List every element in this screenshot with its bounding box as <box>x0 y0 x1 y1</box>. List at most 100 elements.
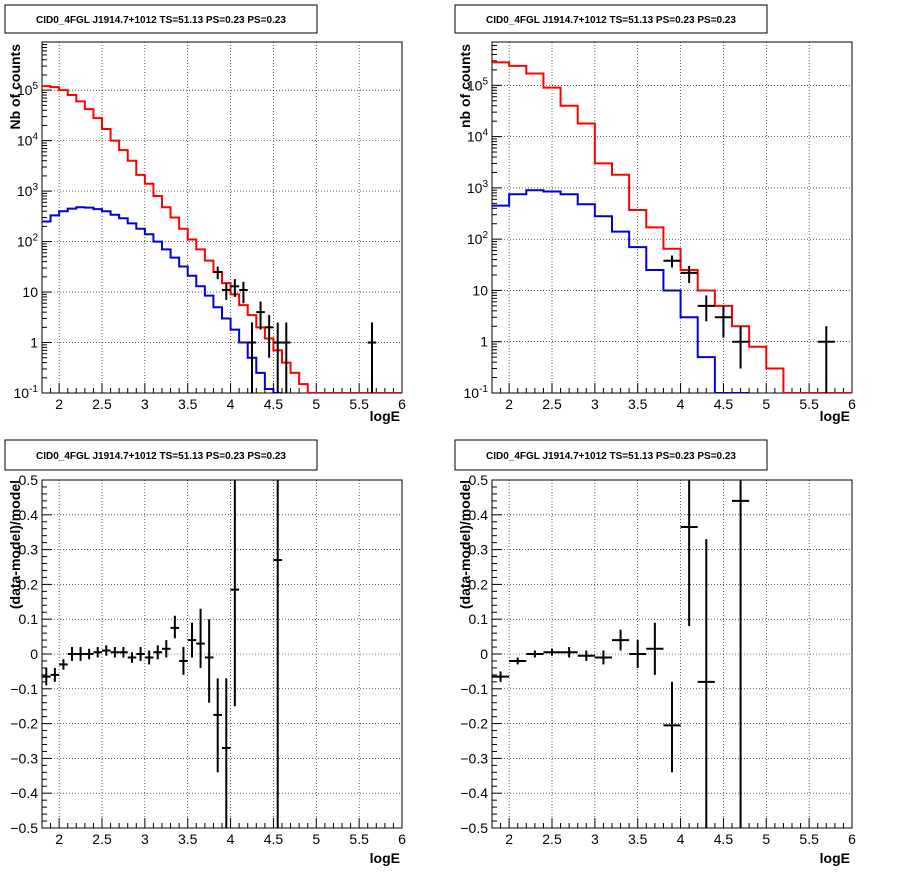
x-tick-label: 3.5 <box>178 396 198 412</box>
y-axis-label: (data-model)/model <box>7 480 23 609</box>
y-tick-label: −0.4 <box>460 785 488 801</box>
y-tick-label: 10-1 <box>14 384 39 401</box>
x-tick-label: 6 <box>398 396 406 412</box>
panel-title: CID0_4FGL J1914.7+1012 TS=51.13 PS=0.23 … <box>36 451 286 462</box>
y-tick-label: 0.4 <box>469 507 489 523</box>
x-tick-label: 2 <box>505 396 513 412</box>
plot-area: 2 2.5 3 3.5 4 4.5 5 5.5 6 −0.5 −0.4 −0.3 −0.2 −0.1 0 0.… <box>10 472 406 847</box>
y-tick-label: 0.5 <box>19 472 39 488</box>
y-tick-label: 102 <box>17 233 39 250</box>
series-layer <box>42 480 282 828</box>
x-tick-label: 4 <box>227 396 235 412</box>
y-tick-label: 0 <box>30 646 38 662</box>
x-axis-label: logE <box>820 850 850 866</box>
series-0-step-line <box>492 61 852 393</box>
x-tick-label: 3 <box>591 396 599 412</box>
x-tick-label: 2.5 <box>92 831 112 847</box>
y-tick-label: −0.3 <box>10 750 38 766</box>
y-tick-label: 0.3 <box>19 542 39 558</box>
panel-title: CID0_4FGL J1914.7+1012 TS=51.13 PS=0.23 … <box>36 15 286 26</box>
x-tick-label: 5.5 <box>799 396 819 412</box>
x-tick-label: 5.5 <box>349 396 369 412</box>
x-tick-label: 5.5 <box>349 831 369 847</box>
y-tick-label: 104 <box>17 132 39 149</box>
y-tick-label: −0.2 <box>10 716 38 732</box>
x-tick-label: 5 <box>312 396 320 412</box>
panel-title: CID0_4FGL J1914.7+1012 TS=51.13 PS=0.23 … <box>486 15 736 26</box>
y-tick-label: 0.2 <box>469 576 489 592</box>
panel-top-right: CID0_4FGL J1914.7+1012 TS=51.13 PS=0.23 … <box>454 4 856 424</box>
x-tick-label: 4.5 <box>714 396 734 412</box>
x-tick-label: 6 <box>398 831 406 847</box>
y-tick-label: −0.5 <box>460 820 488 836</box>
x-tick-label: 3.5 <box>628 396 648 412</box>
y-tick-label: −0.1 <box>10 681 38 697</box>
plot-area: 2 2.5 3 3.5 4 4.5 5 5.5 6 10-1 1 10 102 103 104 105 <box>464 41 856 412</box>
y-tick-label: 1 <box>30 335 38 351</box>
y-tick-label: 103 <box>467 179 489 196</box>
y-tick-label: 1 <box>480 334 488 350</box>
x-tick-label: 3 <box>591 831 599 847</box>
y-tick-label: −0.5 <box>10 820 38 836</box>
plot-area: 2 2.5 3 3.5 4 4.5 5 5.5 6 −0.5 −0.4 −0.3 −0.2 −0.1 0 0.… <box>460 472 856 847</box>
series-0-step-line <box>42 85 402 393</box>
y-tick-label: 0 <box>480 646 488 662</box>
x-tick-label: 2.5 <box>542 396 562 412</box>
x-axis-label: logE <box>370 408 400 424</box>
y-tick-label: 105 <box>467 76 489 93</box>
panel-title-box <box>4 4 318 34</box>
x-tick-label: 5 <box>312 831 320 847</box>
series-layer <box>492 61 852 393</box>
plot-area: 2 2.5 3 3.5 4 4.5 5 5.5 6 10-1 1 10 102 103 104 105 <box>14 41 406 412</box>
x-tick-label: 2 <box>505 831 513 847</box>
x-tick-label: 3 <box>141 831 149 847</box>
y-tick-label: 0.1 <box>469 611 489 627</box>
y-tick-label: 10 <box>22 284 38 300</box>
x-tick-label: 6 <box>848 831 856 847</box>
panel-top-left: CID0_4FGL J1914.7+1012 TS=51.13 PS=0.23 … <box>4 4 406 424</box>
y-tick-label: 0.2 <box>19 576 39 592</box>
y-tick-label: 0.1 <box>19 611 39 627</box>
x-tick-label: 3.5 <box>178 831 198 847</box>
series-layer <box>42 85 402 393</box>
series-1-step-line <box>492 189 750 393</box>
y-tick-label: 103 <box>17 182 39 199</box>
y-tick-label: −0.3 <box>460 750 488 766</box>
y-tick-label: 0.3 <box>469 542 489 558</box>
x-tick-label: 4.5 <box>264 831 284 847</box>
y-tick-label: −0.1 <box>460 681 488 697</box>
series-layer <box>492 480 750 828</box>
x-tick-label: 5.5 <box>799 831 819 847</box>
x-tick-label: 4 <box>227 831 235 847</box>
panel-title-box <box>454 4 768 34</box>
y-tick-label: 105 <box>17 81 39 98</box>
x-tick-label: 4 <box>677 396 685 412</box>
panel-title-box <box>4 439 318 471</box>
x-tick-label: 3 <box>141 396 149 412</box>
y-tick-label: 102 <box>467 230 489 247</box>
y-axis-label: nb of counts <box>457 44 473 128</box>
y-axis-label: Nb of counts <box>7 44 23 130</box>
x-tick-label: 5 <box>762 396 770 412</box>
x-tick-label: 2.5 <box>542 831 562 847</box>
panel-bottom-right: CID0_4FGL J1914.7+1012 TS=51.13 PS=0.23 … <box>454 439 856 866</box>
y-tick-label: 10-1 <box>464 384 489 401</box>
x-tick-label: 2 <box>55 831 63 847</box>
panel-title-box <box>454 439 768 471</box>
series-1-step-line <box>42 206 282 393</box>
x-tick-label: 6 <box>848 396 856 412</box>
x-tick-label: 4 <box>677 831 685 847</box>
x-tick-label: 4.5 <box>264 396 284 412</box>
y-tick-label: −0.2 <box>460 716 488 732</box>
y-tick-label: 104 <box>467 128 489 145</box>
y-tick-label: −0.4 <box>10 785 38 801</box>
x-tick-label: 5 <box>762 831 770 847</box>
x-tick-label: 3.5 <box>628 831 648 847</box>
x-tick-label: 4.5 <box>714 831 734 847</box>
x-axis-label: logE <box>820 408 850 424</box>
y-tick-label: 0.5 <box>469 472 489 488</box>
x-axis-label: logE <box>370 850 400 866</box>
y-axis-label: (data-model)/model <box>457 480 473 609</box>
